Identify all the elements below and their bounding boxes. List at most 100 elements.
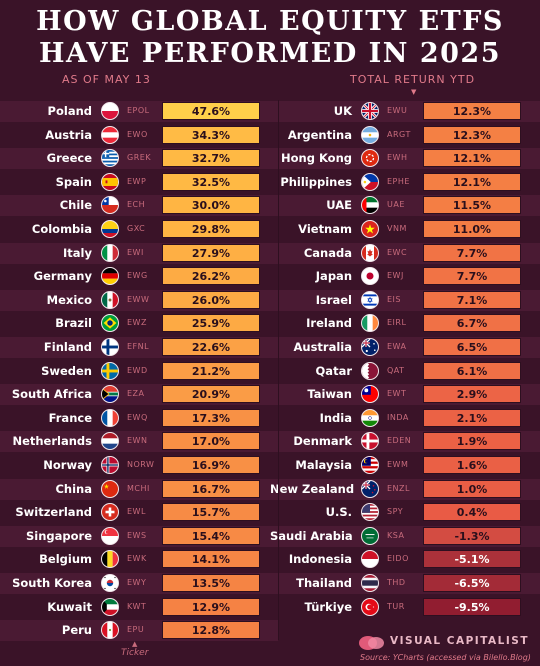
- return-cell: 6.5%: [423, 338, 521, 356]
- return-cell: 0.4%: [423, 503, 521, 522]
- visual-capitalist-logo-icon: [359, 636, 384, 650]
- etf-ticker: EWL: [127, 507, 146, 517]
- etf-ticker: EWO: [127, 129, 148, 139]
- kuwait-flag-icon: [101, 597, 119, 616]
- country-name: Singapore: [25, 528, 92, 543]
- malaysia-flag-icon: [361, 456, 379, 474]
- country-name: UAE: [326, 198, 352, 213]
- country-name: Ireland: [306, 316, 352, 331]
- country-name: Denmark: [293, 434, 352, 449]
- return-cell: 17.0%: [162, 432, 260, 451]
- etf-ticker: UAE: [387, 200, 405, 210]
- table-row: Mexico EWW 26.0%: [0, 289, 540, 311]
- total-return-label: TOTAL RETURN YTD: [350, 73, 476, 86]
- country-name: Poland: [47, 104, 92, 118]
- vietnam-flag-icon: [361, 220, 379, 238]
- return-cell: -9.5%: [423, 597, 521, 616]
- return-cell: 21.2%: [162, 361, 260, 380]
- country-name: Switzerland: [15, 505, 92, 520]
- etf-ticker: EWI: [127, 247, 144, 257]
- etf-ticker: EWJ: [387, 271, 404, 281]
- return-cell: 30.0%: [162, 196, 260, 215]
- table-row: Brazil EWZ 25.9%: [0, 312, 540, 334]
- country-name: Netherlands: [12, 434, 92, 449]
- etf-ticker: KSA: [387, 530, 405, 540]
- country-name: Argentina: [287, 127, 352, 142]
- singapore-flag-icon: [101, 526, 119, 545]
- return-cell: -1.3%: [423, 526, 521, 545]
- table-row: Philippines EPHE 12.1%: [0, 171, 540, 193]
- table-row: Switzerland EWL 15.7%: [0, 501, 540, 523]
- country-name: Philippines: [280, 174, 352, 189]
- table-row: France EWQ 17.3%: [0, 407, 540, 429]
- return-cell: -5.1%: [423, 550, 521, 569]
- country-name: India: [319, 410, 352, 425]
- return-cell: 1.6%: [423, 456, 521, 474]
- norway-flag-icon: [101, 456, 119, 474]
- country-name: Qatar: [315, 363, 352, 378]
- spain-flag-icon: [101, 172, 119, 191]
- country-name: Greece: [46, 151, 92, 166]
- thailand-flag-icon: [361, 574, 379, 592]
- etf-ticker: ENZL: [387, 483, 410, 493]
- return-cell: 14.1%: [162, 550, 260, 569]
- return-cell: 32.5%: [162, 172, 260, 191]
- japan-flag-icon: [361, 267, 379, 286]
- country-name: Italy: [63, 245, 92, 260]
- etf-ticker: EIRL: [387, 318, 407, 328]
- etf-ticker: GXC: [127, 224, 146, 233]
- table-row: Colombia GXC 29.8%: [0, 218, 540, 240]
- return-cell: 13.5%: [162, 574, 260, 592]
- table-row: China MCHI 16.7%: [0, 478, 540, 500]
- country-name: U.S.: [325, 505, 352, 520]
- etf-ticker: EFNL: [127, 342, 150, 351]
- etf-ticker: NORW: [127, 460, 155, 469]
- return-cell: 26.2%: [162, 267, 260, 286]
- uk-flag-icon: [361, 102, 379, 120]
- country-name: Colombia: [31, 222, 92, 236]
- etf-ticker: EDEN: [387, 436, 412, 446]
- etf-ticker: EWH: [387, 153, 408, 163]
- country-name: Malaysia: [295, 458, 352, 472]
- country-name: France: [48, 410, 92, 425]
- return-cell: 11.0%: [423, 220, 521, 238]
- return-cell: -6.5%: [423, 574, 521, 592]
- table-row: Taiwan EWT 2.9%: [0, 383, 540, 406]
- table-row: New Zealand ENZL 1.0%: [0, 478, 540, 500]
- etf-ticker: EWT: [387, 389, 407, 399]
- brand-name: VISUAL CAPITALIST: [390, 635, 530, 647]
- table-row: Singapore EWS 15.4%: [0, 525, 540, 547]
- as-of-date: AS OF MAY 13: [62, 73, 151, 86]
- table-row: Ireland EIRL 6.7%: [0, 312, 540, 334]
- netherlands-flag-icon: [101, 432, 119, 451]
- etf-ticker: QAT: [387, 365, 405, 375]
- sweden-flag-icon: [101, 361, 119, 380]
- country-name: Germany: [33, 269, 92, 284]
- turkiye-flag-icon: [361, 597, 379, 616]
- etf-ticker: EWQ: [127, 412, 148, 422]
- country-name: Indonesia: [288, 552, 352, 567]
- new-zealand-flag-icon: [361, 479, 379, 498]
- return-cell: 29.8%: [162, 220, 260, 238]
- return-cell: 6.7%: [423, 314, 521, 333]
- table-row: Kuwait KWT 12.9%: [0, 596, 540, 618]
- return-cell: 25.9%: [162, 314, 260, 333]
- country-name: UK: [333, 104, 352, 118]
- country-name: South Korea: [12, 576, 92, 590]
- etf-ticker: EWN: [127, 436, 148, 446]
- etf-ticker: EWM: [387, 460, 409, 469]
- country-name: Türkiye: [304, 599, 353, 614]
- india-flag-icon: [361, 408, 379, 427]
- return-cell: 11.5%: [423, 196, 521, 215]
- return-cell: 16.9%: [162, 456, 260, 474]
- table-row: Austria EWO 34.3%: [0, 124, 540, 146]
- chart-title-line-2: HAVE PERFORMED IN 2025: [38, 38, 501, 69]
- return-cell: 20.9%: [162, 385, 260, 404]
- return-cell: 27.9%: [162, 243, 260, 262]
- table-row: Israel EIS 7.1%: [0, 289, 540, 311]
- table-row: Germany EWG 26.2%: [0, 265, 540, 287]
- table-row: Greece GREK 32.7%: [0, 147, 540, 170]
- country-name: Sweden: [41, 363, 92, 378]
- source-note: Source: YCharts (accessed via Bilello.Bl…: [360, 653, 531, 662]
- table-row: Qatar QAT 6.1%: [0, 360, 540, 382]
